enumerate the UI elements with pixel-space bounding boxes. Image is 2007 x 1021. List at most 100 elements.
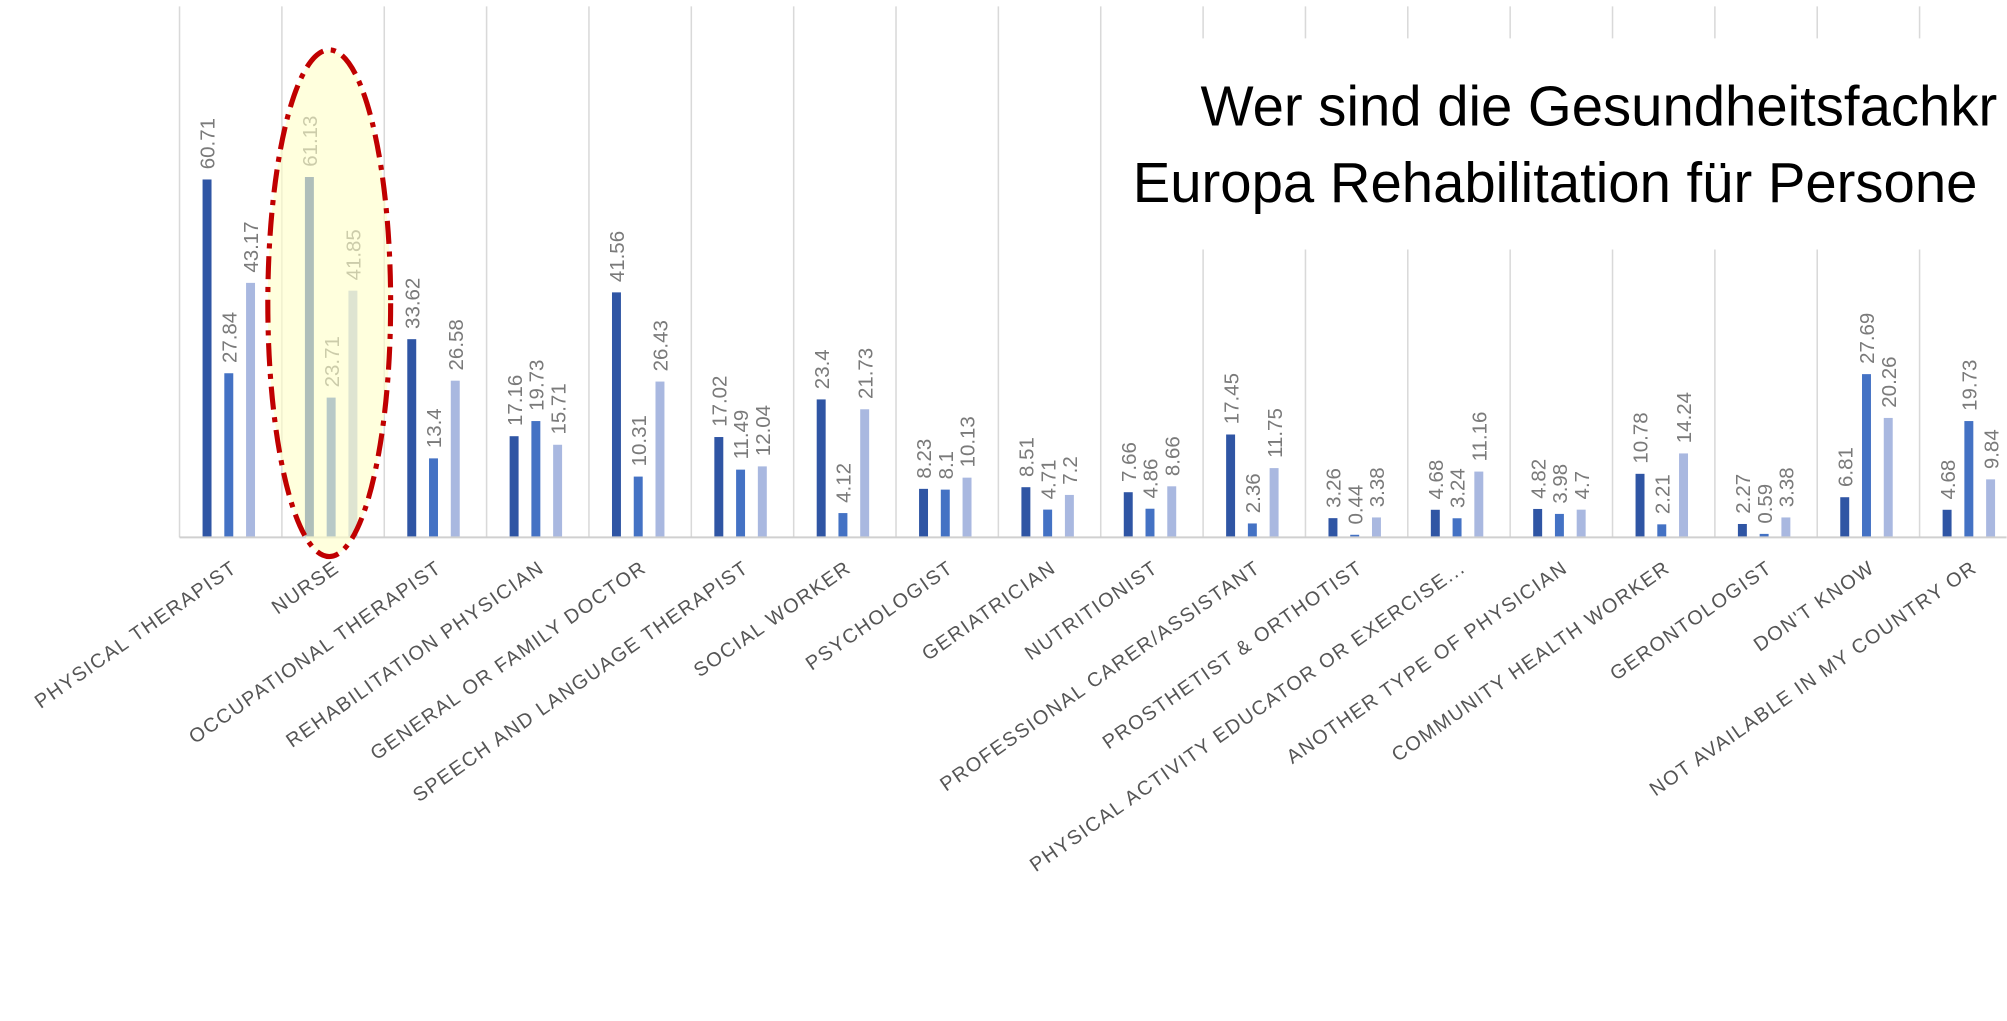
data-label: 2.36 xyxy=(1242,473,1265,513)
data-label: 20.26 xyxy=(1878,356,1901,407)
bar xyxy=(860,409,870,538)
data-label: 17.02 xyxy=(708,376,731,427)
data-label: 4.68 xyxy=(1937,460,1960,500)
data-label: 9.84 xyxy=(1980,429,2003,469)
data-label: 23.4 xyxy=(811,349,834,389)
bar xyxy=(1883,417,1893,538)
bar xyxy=(553,444,563,538)
bar xyxy=(224,373,234,538)
bar xyxy=(429,458,438,538)
bar xyxy=(1043,509,1053,538)
data-label: 19.73 xyxy=(1959,360,1982,411)
chart-title: Wer sind die Gesundheitsfachkr xyxy=(1201,74,1998,137)
data-label: 17.45 xyxy=(1220,373,1243,424)
data-label: 27.69 xyxy=(1856,313,1879,364)
data-label: 0.44 xyxy=(1344,485,1367,525)
bar xyxy=(1371,517,1381,538)
bar xyxy=(1554,513,1564,538)
data-label: 13.4 xyxy=(423,408,446,448)
data-label: 11.49 xyxy=(730,410,753,460)
data-label: 4.71 xyxy=(1037,460,1060,500)
bar xyxy=(1021,487,1031,538)
bar xyxy=(202,179,212,538)
data-label: 3.26 xyxy=(1323,468,1346,508)
title-box xyxy=(1103,38,2007,250)
data-label: 10.13 xyxy=(957,416,980,467)
data-label: 10.78 xyxy=(1630,412,1653,463)
bar xyxy=(1328,518,1338,538)
x-tick-label: GERONTOLOGIST xyxy=(1606,557,1776,685)
data-label: 26.43 xyxy=(650,320,673,371)
bar xyxy=(1964,421,1974,538)
bar xyxy=(1679,453,1689,538)
data-label: 7.2 xyxy=(1059,456,1082,484)
data-label: 2.21 xyxy=(1651,474,1674,514)
bar xyxy=(1840,497,1850,538)
data-label: 26.58 xyxy=(445,319,468,370)
data-label: 7.66 xyxy=(1118,442,1141,482)
data-label: 33.62 xyxy=(401,278,424,329)
bar xyxy=(531,421,541,538)
data-label: 8.51 xyxy=(1016,437,1039,477)
bar xyxy=(1247,523,1257,538)
data-label: 4.86 xyxy=(1140,459,1163,499)
data-label: 3.38 xyxy=(1776,467,1799,507)
bar xyxy=(1452,518,1462,538)
highlight xyxy=(265,47,394,560)
data-label: 21.73 xyxy=(854,348,877,399)
bar xyxy=(1635,473,1645,538)
data-label: 43.17 xyxy=(240,221,263,272)
data-label: 19.73 xyxy=(526,360,549,411)
data-label: 8.23 xyxy=(913,439,936,479)
data-label: 12.04 xyxy=(752,405,775,456)
data-label: 14.24 xyxy=(1673,392,1696,443)
data-label: 3.38 xyxy=(1366,467,1389,507)
data-label: 4.7 xyxy=(1571,471,1594,499)
bar xyxy=(509,436,519,538)
bar xyxy=(757,466,767,538)
data-label: 8.1 xyxy=(935,451,958,479)
bar xyxy=(1942,509,1952,538)
bar xyxy=(1226,434,1236,538)
bar xyxy=(1533,508,1543,538)
bar xyxy=(1862,374,1871,538)
data-label: 10.31 xyxy=(628,415,651,466)
bar xyxy=(1474,471,1484,538)
data-label: 4.82 xyxy=(1527,459,1550,499)
bar xyxy=(1064,494,1074,538)
bar xyxy=(940,489,950,538)
bar xyxy=(1986,479,1996,538)
bar xyxy=(919,488,929,538)
bar xyxy=(407,339,417,538)
bar xyxy=(1737,523,1747,538)
bar xyxy=(816,399,826,538)
bar xyxy=(1576,509,1586,538)
bar xyxy=(1781,517,1791,538)
x-tick-label: NURSE xyxy=(268,557,344,619)
data-label: 41.56 xyxy=(606,231,629,282)
data-label: 15.71 xyxy=(547,383,570,434)
data-label: 27.84 xyxy=(218,312,241,363)
data-label: 2.27 xyxy=(1732,474,1755,514)
data-label: 3.98 xyxy=(1549,464,1572,504)
bar xyxy=(1269,468,1279,538)
bar xyxy=(633,476,643,538)
chart-title: Europa Rehabilitation für Persone xyxy=(1133,151,1978,214)
bar xyxy=(736,469,746,538)
bar xyxy=(611,292,621,538)
bar xyxy=(1657,524,1667,538)
data-label: 6.81 xyxy=(1834,447,1857,487)
data-label: 11.16 xyxy=(1468,412,1491,462)
bar xyxy=(655,381,665,538)
bar xyxy=(1759,533,1769,538)
bar xyxy=(1145,508,1155,538)
bar xyxy=(1123,492,1133,538)
bar xyxy=(1350,534,1360,538)
bar xyxy=(838,513,848,538)
data-label: 11.75 xyxy=(1264,408,1287,458)
bar xyxy=(1430,509,1440,538)
x-tick-label: PHYSICAL THERAPIST xyxy=(31,557,241,713)
data-label: 4.12 xyxy=(833,463,856,503)
